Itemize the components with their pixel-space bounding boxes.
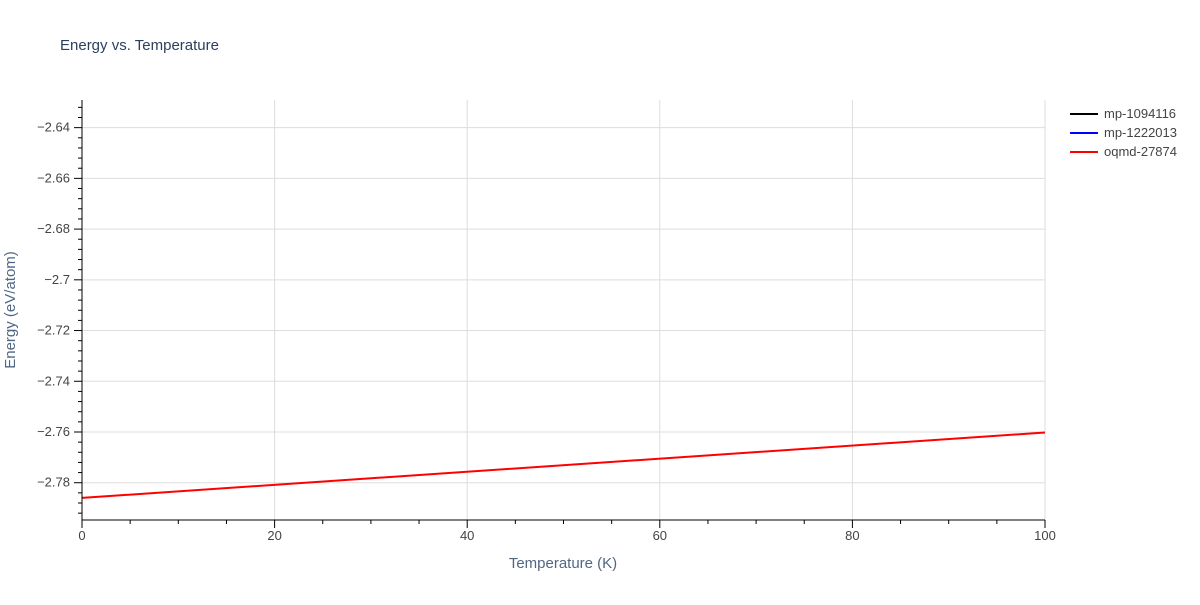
y-tick-label: −2.76 [37, 424, 70, 439]
y-tick-label: −2.74 [37, 373, 70, 388]
y-axis-title: Energy (eV/atom) [2, 251, 19, 369]
x-tick-label: 0 [78, 528, 85, 543]
series-line-oqmd-27874 [81, 431, 1046, 499]
legend[interactable]: mp-1094116 mp-1222013 oqmd-27874 [1070, 106, 1177, 159]
chart-title: Energy vs. Temperature [60, 37, 219, 54]
y-tick-label: −2.72 [37, 323, 70, 338]
x-tick-label: 100 [1034, 528, 1056, 543]
legend-item-mp-1222013[interactable]: mp-1222013 [1070, 125, 1177, 140]
x-tick-label: 40 [460, 528, 474, 543]
y-tick-label: −2.66 [37, 170, 70, 185]
legend-label: mp-1222013 [1104, 125, 1177, 140]
y-tick-label: −2.64 [37, 120, 70, 135]
legend-label: mp-1094116 [1104, 106, 1176, 121]
y-tick-label: −2.78 [37, 475, 70, 490]
axes: 0 20 40 60 80 100 −2.78 −2.76 −2.74 −2.72 −2.7 −2.6… [37, 100, 1056, 543]
y-tick-label: −2.7 [44, 272, 70, 287]
y-tick-label: −2.68 [37, 221, 70, 236]
x-tick-label: 60 [653, 528, 667, 543]
x-tick-label: 80 [845, 528, 859, 543]
gridlines [82, 100, 1046, 520]
legend-item-oqmd-27874[interactable]: oqmd-27874 [1070, 144, 1177, 159]
x-tick-label: 20 [267, 528, 281, 543]
series-lines [81, 431, 1046, 499]
legend-item-mp-1094116[interactable]: mp-1094116 [1070, 106, 1176, 121]
x-axis-title: Temperature (K) [509, 555, 617, 572]
legend-label: oqmd-27874 [1104, 144, 1177, 159]
